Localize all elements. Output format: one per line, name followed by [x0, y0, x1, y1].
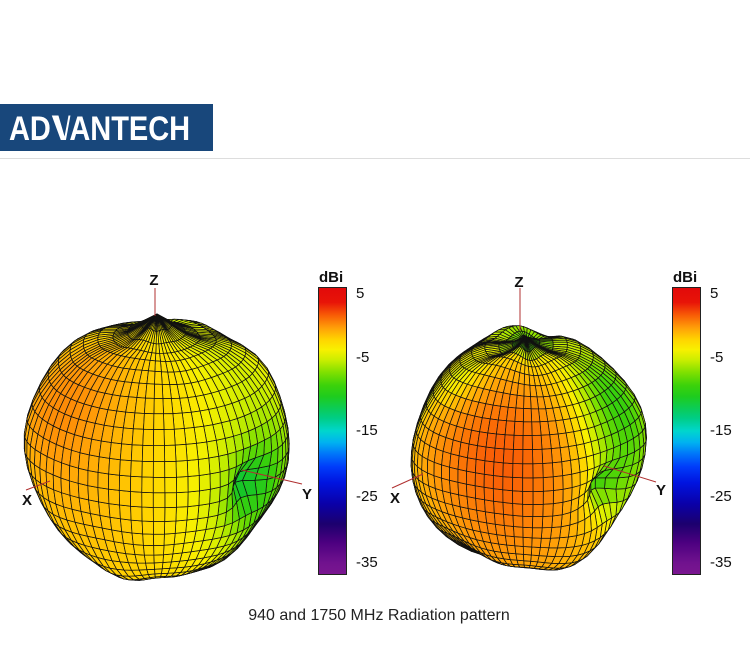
- svg-text:Z: Z: [149, 272, 158, 289]
- svg-text:X: X: [390, 490, 400, 507]
- svg-text:ANTECH: ANTECH: [69, 109, 190, 148]
- svg-text:Z: Z: [514, 274, 523, 291]
- svg-text:Y: Y: [302, 486, 312, 503]
- svg-text:Y: Y: [656, 482, 666, 499]
- svg-text:X: X: [22, 492, 32, 509]
- svg-text:AD: AD: [9, 109, 51, 148]
